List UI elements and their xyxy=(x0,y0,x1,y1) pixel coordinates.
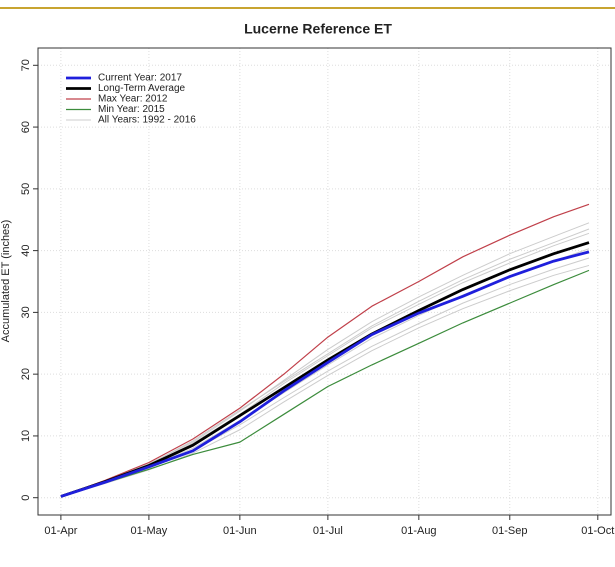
y-axis-label: Accumulated ET (inches) xyxy=(0,220,12,343)
x-tick-label: 01-May xyxy=(131,525,168,537)
x-tick-label: 01-Jun xyxy=(223,525,257,537)
x-tick-label: 01-Jul xyxy=(313,525,343,537)
y-tick-label: 70 xyxy=(20,59,32,71)
legend-label: All Years: 1992 - 2016 xyxy=(98,115,196,126)
y-tick-label: 40 xyxy=(20,244,32,256)
series-line xyxy=(60,250,590,498)
background-line xyxy=(60,222,590,497)
legend-label: Max Year: 2012 xyxy=(98,94,168,105)
y-tick-label: 50 xyxy=(20,183,32,195)
x-tick-label: 01-Sep xyxy=(492,525,527,537)
x-tick-label: 01-Apr xyxy=(44,525,77,537)
legend-label: Min Year: 2015 xyxy=(98,104,165,115)
y-tick-label: 0 xyxy=(20,495,32,501)
x-tick-label: 01-Aug xyxy=(401,525,436,537)
legend-label: Long-Term Average xyxy=(98,83,186,94)
legend-label: Current Year: 2017 xyxy=(98,73,182,84)
y-tick-label: 10 xyxy=(20,430,32,442)
plot-frame xyxy=(37,47,612,516)
series-line xyxy=(60,269,590,498)
x-tick-label: 01-Oct xyxy=(581,525,614,537)
chart-title: Lucerne Reference ET xyxy=(244,21,392,37)
y-tick-label: 20 xyxy=(20,368,32,380)
y-tick-label: 60 xyxy=(20,121,32,133)
y-tick-label: 30 xyxy=(20,306,32,318)
series-line xyxy=(60,203,590,498)
